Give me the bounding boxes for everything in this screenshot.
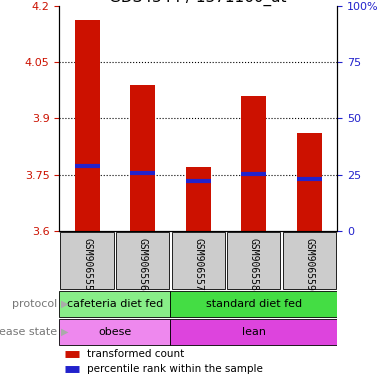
Text: protocol: protocol (12, 299, 57, 309)
Bar (170, 291, 337, 318)
Bar (227, 232, 280, 289)
Title: GDS4344 / 1371160_at: GDS4344 / 1371160_at (110, 0, 287, 6)
Bar (59, 291, 170, 318)
Text: GSM906555: GSM906555 (82, 238, 92, 291)
Text: cafeteria diet fed: cafeteria diet fed (67, 299, 163, 309)
Text: percentile rank within the sample: percentile rank within the sample (87, 364, 263, 374)
Text: ▶: ▶ (61, 299, 69, 309)
Bar (241, 96, 266, 231)
Bar (59, 318, 170, 345)
Bar (172, 232, 225, 289)
Bar (61, 232, 114, 289)
Text: lean: lean (242, 327, 266, 337)
Text: GSM906556: GSM906556 (137, 238, 148, 291)
Bar (283, 232, 336, 289)
Bar (75, 20, 100, 231)
Text: ▶: ▶ (61, 327, 69, 337)
Bar (130, 84, 155, 231)
Text: GSM906559: GSM906559 (304, 238, 314, 291)
Bar (170, 318, 337, 345)
Text: transformed count: transformed count (87, 349, 184, 359)
Bar (186, 167, 211, 231)
Text: standard diet fed: standard diet fed (206, 299, 302, 309)
Bar (116, 232, 169, 289)
Text: GSM906558: GSM906558 (249, 238, 259, 291)
Bar (297, 132, 322, 231)
Text: GSM906557: GSM906557 (193, 238, 203, 291)
Text: obese: obese (98, 327, 131, 337)
Text: disease state: disease state (0, 327, 57, 337)
